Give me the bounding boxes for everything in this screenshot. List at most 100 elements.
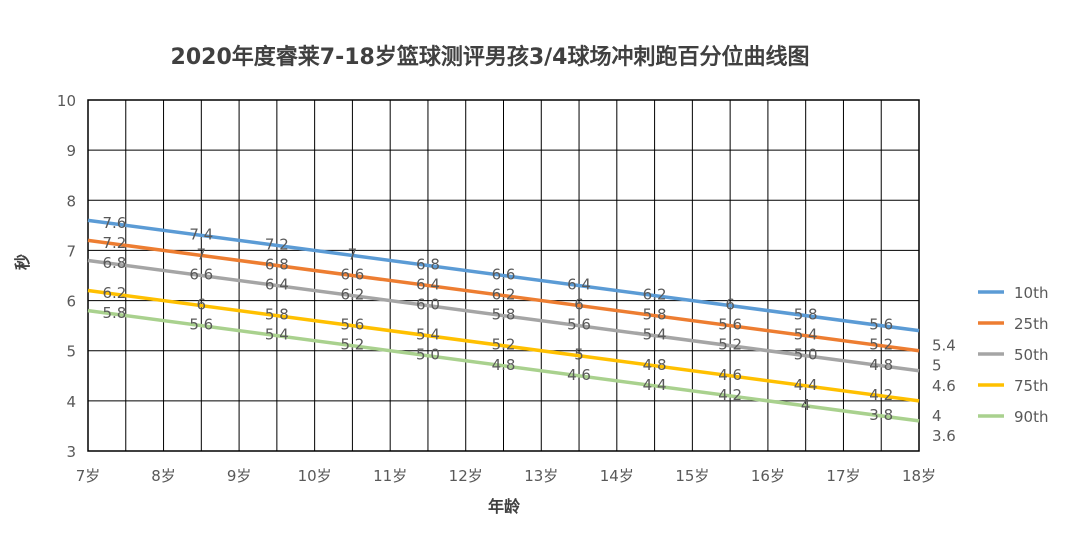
data-label: 5.0 [416, 346, 440, 364]
data-label: 5.2 [340, 336, 364, 354]
data-label: 5.8 [492, 306, 516, 324]
x-tick-label: 15岁 [675, 467, 709, 485]
data-label: 5.2 [718, 336, 742, 354]
data-label: 4.2 [718, 386, 742, 404]
legend-label: 75th [1014, 377, 1048, 395]
x-tick-label: 17岁 [826, 467, 860, 485]
data-label: 6.4 [265, 276, 289, 294]
data-label: 5.8 [794, 306, 818, 324]
data-label: 5 [932, 357, 942, 375]
data-label: 4.6 [567, 366, 591, 384]
series-line-90th [87, 308, 920, 423]
data-label: 5.6 [567, 316, 591, 334]
data-label: 6.4 [567, 276, 591, 294]
legend-label: 10th [1014, 284, 1048, 302]
data-label: 6.2 [492, 286, 516, 304]
x-tick-label: 12岁 [449, 467, 483, 485]
data-label: 4.6 [718, 366, 742, 384]
y-tick-label: 7 [66, 242, 76, 260]
x-tick-label: 9岁 [227, 467, 252, 485]
data-label: 7 [348, 245, 358, 263]
data-label: 6.2 [103, 284, 127, 302]
data-label: 6.2 [340, 286, 364, 304]
legend-label: 25th [1014, 315, 1048, 333]
series-line-25th [87, 238, 920, 353]
x-tick-label: 11岁 [373, 467, 407, 485]
series-line-10th [87, 218, 920, 333]
data-label: 4 [801, 396, 811, 414]
series-line-75th [87, 288, 920, 403]
data-label: 6.8 [416, 255, 440, 273]
data-label: 5.6 [340, 316, 364, 334]
data-label: 5.6 [189, 316, 213, 334]
y-tick-label: 8 [66, 192, 76, 210]
x-tick-label: 13岁 [524, 467, 558, 485]
y-axis-title: 秒 [13, 254, 32, 270]
data-label: 5 [574, 346, 584, 364]
data-label: 7.6 [103, 214, 127, 232]
data-label: 7.2 [265, 235, 289, 253]
x-tick-label: 16岁 [751, 467, 785, 485]
data-label: 6.6 [492, 266, 516, 284]
data-label: 4.8 [492, 356, 516, 374]
data-label: 4.2 [869, 386, 893, 404]
y-tick-label: 6 [66, 293, 76, 311]
x-tick-label: 7岁 [76, 467, 101, 485]
data-label: 3.8 [869, 406, 893, 424]
data-label: 6.0 [416, 296, 440, 314]
data-label: 7.4 [189, 225, 213, 243]
chart-title: 2020年度睿莱7-18岁篮球测评男孩3/4球场冲刺跑百分位曲线图 [171, 44, 810, 70]
x-tick-label: 10岁 [298, 467, 332, 485]
y-tick-label: 3 [66, 443, 76, 461]
data-label: 6.8 [265, 255, 289, 273]
data-label: 4 [932, 407, 942, 425]
data-label: 4.4 [643, 376, 667, 394]
data-label: 4.6 [932, 377, 956, 395]
data-label: 5.8 [265, 306, 289, 324]
legend: 10th 25th 50th 75th 90th [978, 284, 1048, 426]
data-label: 5.0 [794, 346, 818, 364]
data-label: 6.2 [643, 286, 667, 304]
data-label: 5.8 [643, 306, 667, 324]
data-label: 4.8 [869, 356, 893, 374]
plot-frame [87, 99, 920, 452]
data-label: 6 [574, 296, 584, 314]
data-label: 6.4 [416, 276, 440, 294]
data-label: 6.8 [103, 254, 127, 272]
x-tick-label: 18岁 [902, 467, 936, 485]
data-label: 5.4 [265, 326, 289, 344]
series-line-50th [87, 258, 920, 373]
legend-label: 90th [1014, 408, 1048, 426]
y-tick-label: 5 [66, 343, 76, 361]
data-label: 4.8 [643, 356, 667, 374]
data-label: 6 [725, 296, 735, 314]
y-tick-label: 9 [66, 142, 76, 160]
y-tick-label: 10 [57, 92, 76, 110]
data-label: 3.6 [932, 427, 956, 445]
data-label: 5.4 [416, 326, 440, 344]
x-tick-label: 14岁 [600, 467, 634, 485]
data-label: 5.6 [869, 316, 893, 334]
data-label: 6.6 [340, 266, 364, 284]
data-label: 7 [197, 245, 207, 263]
data-label: 5.4 [643, 326, 667, 344]
data-label: 5.8 [103, 304, 127, 322]
data-label: 5.4 [794, 326, 818, 344]
axes: 3 4 5 6 7 8 9 10 7岁 8岁 9岁 10岁 11岁 12岁 13岁 14岁 15岁 16岁 17岁 1… [57, 92, 936, 485]
data-label: 6.6 [189, 266, 213, 284]
data-labels: 7.6 7.4 7.2 7 6.8 6.6 6.4 6.2 6 5.8 5.6 5.4 7.2 7 6.8 6… [103, 214, 956, 445]
series-lines [87, 218, 920, 423]
x-axis-title: 年龄 [488, 497, 521, 516]
x-tick-label: 8岁 [151, 467, 176, 485]
data-label: 5.4 [932, 337, 956, 355]
legend-label: 50th [1014, 346, 1048, 364]
data-label: 5.6 [718, 316, 742, 334]
data-label: 7.2 [103, 234, 127, 252]
data-label: 4.4 [794, 376, 818, 394]
data-label: 5.2 [869, 336, 893, 354]
y-tick-label: 4 [66, 393, 76, 411]
data-label: 6 [197, 296, 207, 314]
data-label: 5.2 [492, 336, 516, 354]
